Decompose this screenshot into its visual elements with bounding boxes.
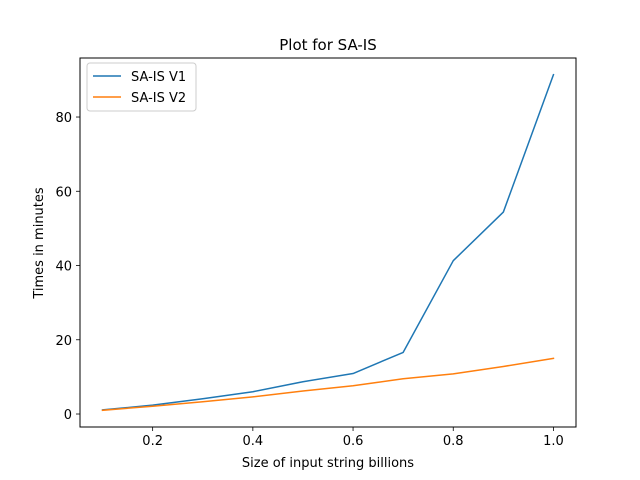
series-layer bbox=[101, 73, 555, 412]
x-tick-label: 0.6 bbox=[343, 434, 364, 449]
y-tick-label: 40 bbox=[55, 260, 72, 275]
x-tick-label: 0.2 bbox=[142, 434, 163, 449]
y-axis-label: Times in minutes bbox=[32, 187, 47, 300]
series-line-sa-is-v2 bbox=[101, 357, 555, 412]
plot-frame bbox=[79, 57, 577, 428]
y-tick-label: 80 bbox=[55, 111, 72, 126]
x-tick-label: 0.4 bbox=[243, 434, 264, 449]
x-tick-label: 0.8 bbox=[443, 434, 464, 449]
y-tick-label: 0 bbox=[64, 408, 72, 423]
y-tick-label: 60 bbox=[55, 185, 72, 200]
chart-title: Plot for SA-IS bbox=[279, 36, 377, 54]
legend-label-sa-is-v1: SA-IS V1 bbox=[131, 70, 186, 85]
tick-layer: 0.2 0.4 0.6 0.8 1.0 0 20 40 60 80 bbox=[55, 111, 563, 449]
legend-label-sa-is-v2: SA-IS V2 bbox=[131, 91, 186, 106]
legend-box bbox=[86, 62, 197, 112]
y-tick-label: 20 bbox=[55, 334, 72, 349]
x-axis-label: Size of input string billions bbox=[242, 456, 414, 471]
series-line-sa-is-v1 bbox=[101, 73, 555, 411]
legend: SA-IS V1 SA-IS V2 bbox=[86, 62, 197, 112]
x-tick-label: 1.0 bbox=[543, 434, 564, 449]
